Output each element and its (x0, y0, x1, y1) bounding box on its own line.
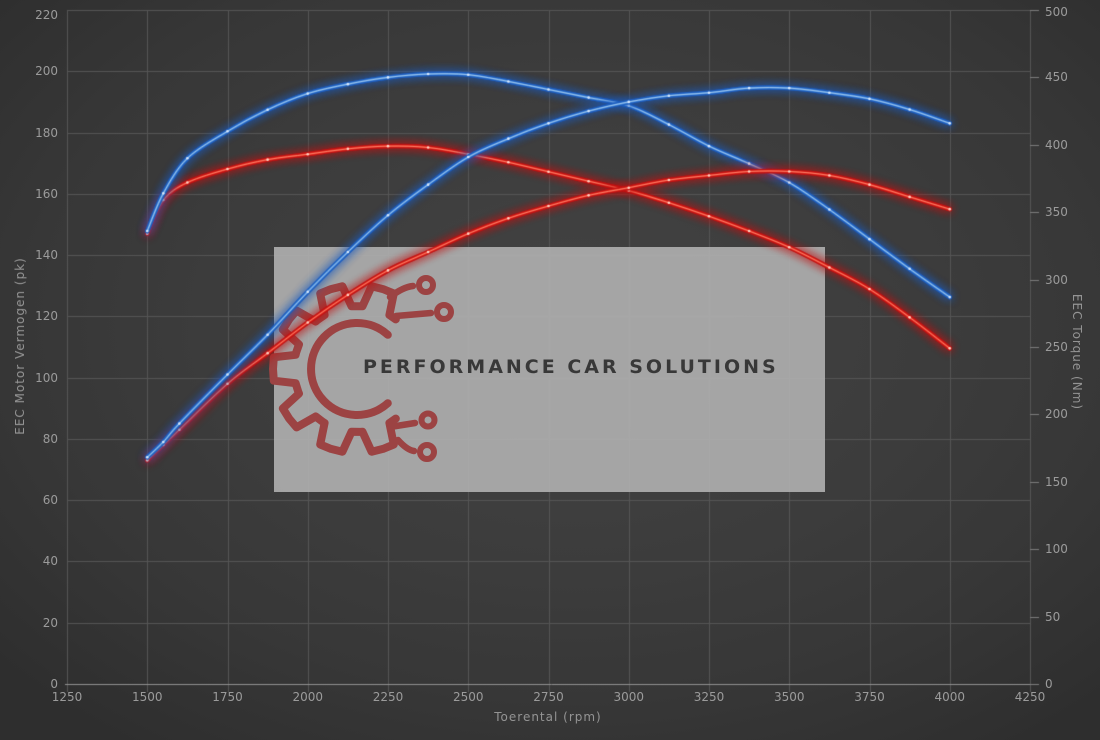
y-left-tick-label: 80 (42, 431, 58, 446)
x-axis-title: Toerental (rpm) (494, 710, 602, 724)
y-left-tick-label: 200 (35, 64, 58, 79)
y-left-tick-label: 140 (35, 248, 58, 263)
y-right-tick-label: 150 (1045, 474, 1068, 489)
x-tick-label: 3000 (613, 690, 645, 704)
x-tick-label: 1250 (51, 690, 83, 704)
x-tick-label: 2750 (533, 690, 564, 704)
y-left-tick-label: 180 (35, 125, 58, 140)
watermark-text: PERFORMANCE CAR SOLUTIONS (363, 356, 779, 378)
x-tick-label: 4000 (934, 690, 966, 704)
y-left-tick-label: 20 (42, 615, 58, 630)
y-right-tick-label: 50 (1045, 609, 1061, 624)
x-tick-label: 2000 (292, 690, 324, 704)
y-left-tick-label: 220 (35, 8, 58, 22)
x-tick-label: 4250 (1014, 690, 1046, 704)
y-left-tick-label: 160 (35, 186, 58, 201)
y-left-tick-label: 0 (50, 677, 58, 691)
y-right-tick-label: 300 (1045, 272, 1068, 287)
x-tick-label: 2250 (372, 690, 404, 704)
y-right-tick-label: 350 (1045, 205, 1068, 220)
y-right-tick-label: 250 (1045, 340, 1068, 354)
x-tick-label: 3750 (854, 690, 885, 704)
y-right-tick-label: 0 (1045, 677, 1053, 691)
y-right-tick-label: 100 (1045, 542, 1068, 557)
x-tick-label: 3500 (773, 690, 805, 704)
x-tick-label: 3250 (693, 690, 725, 704)
y-left-tick-label: 100 (35, 370, 58, 385)
y-right-tick-label: 200 (1045, 407, 1068, 422)
x-tick-label: 1750 (212, 690, 243, 704)
y-right-tick-label: 500 (1045, 5, 1068, 19)
x-tick-label: 2500 (452, 690, 484, 704)
y-left-tick-label: 120 (35, 309, 58, 324)
y-left-tick-label: 40 (42, 554, 58, 569)
y-left-tick-label: 60 (42, 493, 58, 508)
y-right-tick-label: 450 (1045, 70, 1068, 85)
x-tick-label: 1500 (131, 690, 163, 704)
y-right-tick-label: 400 (1045, 137, 1068, 152)
